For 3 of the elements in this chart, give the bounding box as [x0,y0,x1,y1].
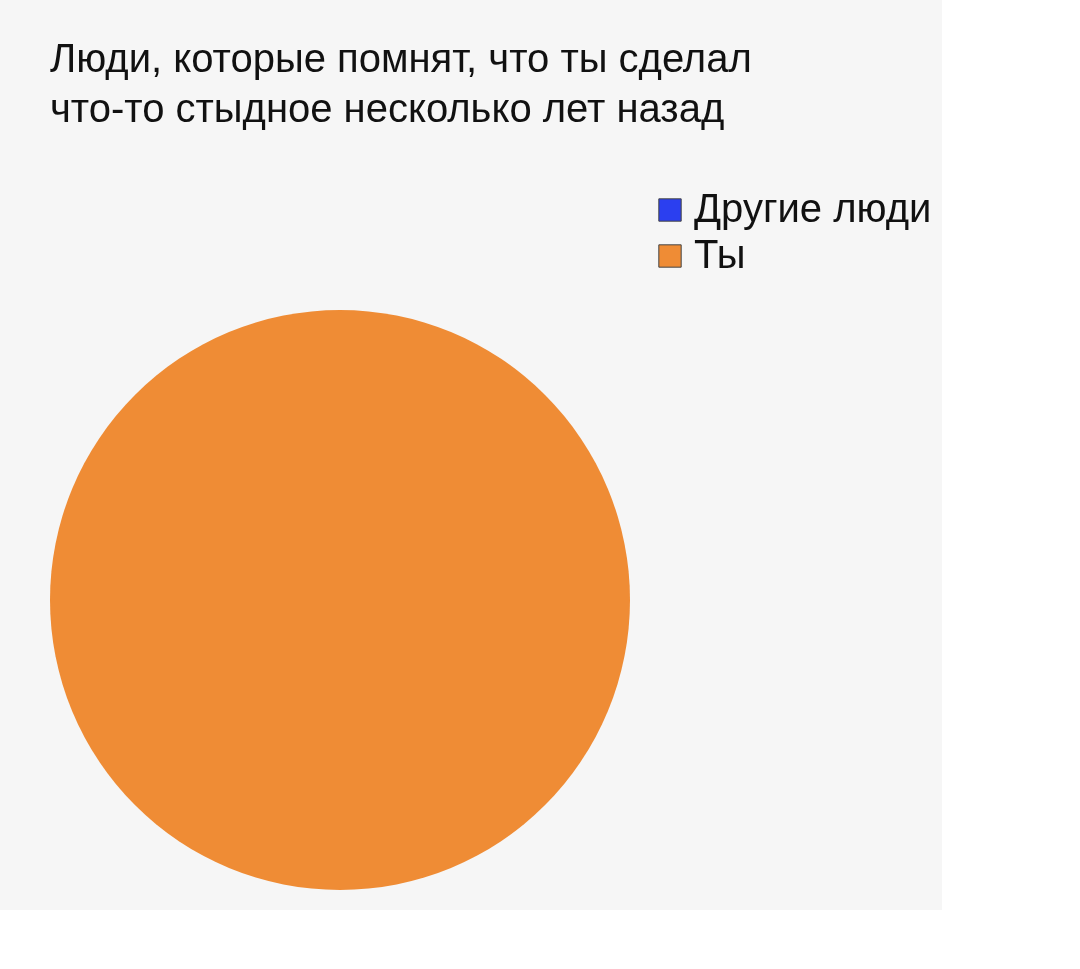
chart-title: Люди, которые помнят, что ты сделал что-то стыдное несколько лет назад [50,36,752,130]
legend-label: Ты [694,232,746,276]
legend-label: Другие люди [694,186,932,230]
